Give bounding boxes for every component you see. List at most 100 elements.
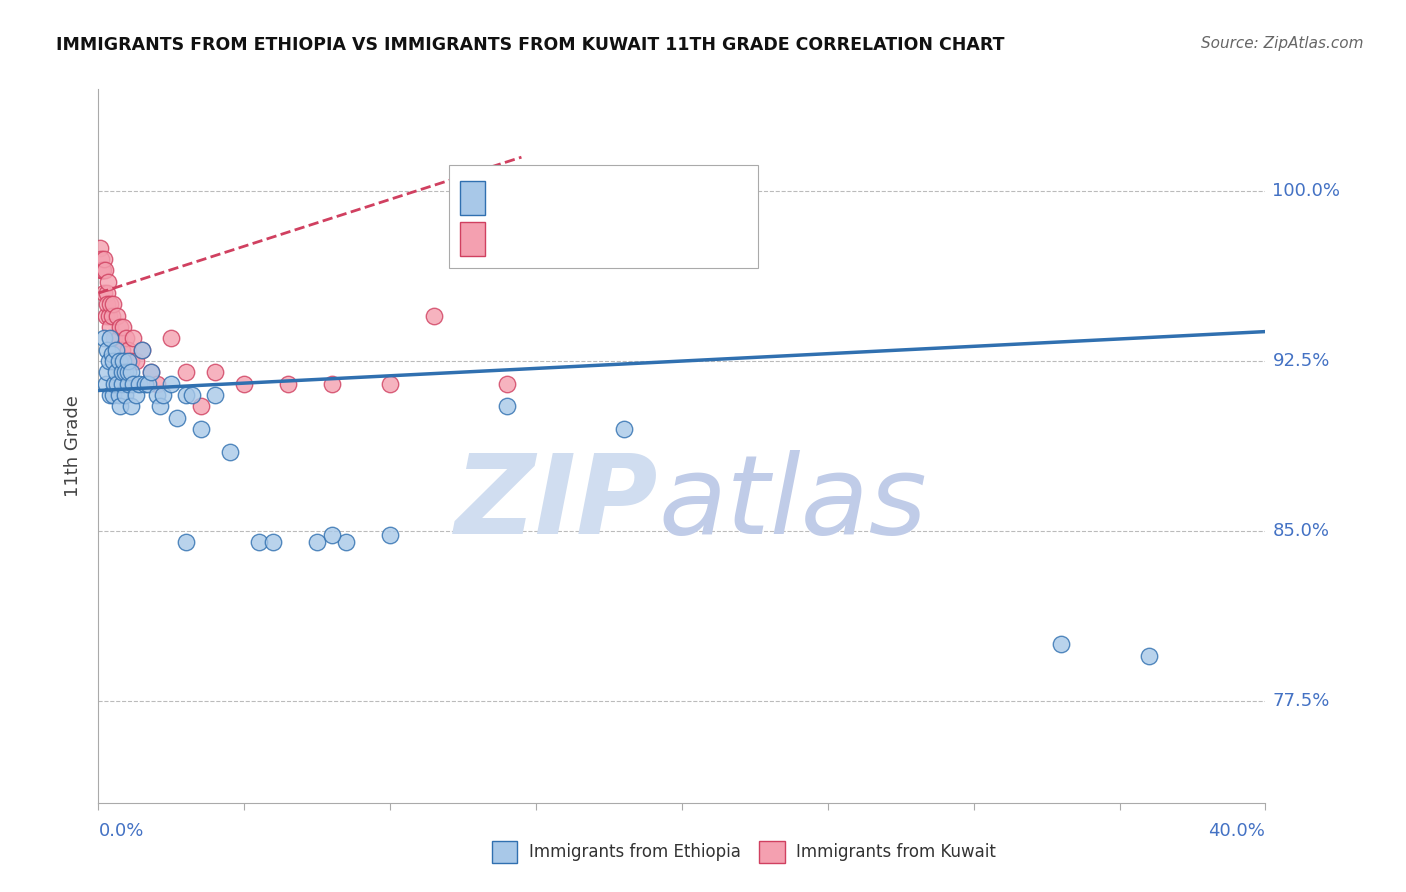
Text: 85.0%: 85.0%: [1272, 522, 1330, 540]
Point: [262, 535, 284, 549]
Point: [96, 343, 118, 357]
Point: [174, 535, 197, 549]
Point: [101, 388, 124, 402]
Point: [90, 252, 112, 266]
Point: [93, 331, 115, 345]
Point: [378, 376, 402, 391]
Point: [160, 376, 183, 391]
Point: [131, 343, 153, 357]
Point: [120, 400, 142, 414]
Point: [101, 354, 124, 368]
Point: [108, 354, 131, 368]
Point: [166, 410, 188, 425]
Point: [247, 535, 270, 549]
Point: [112, 320, 135, 334]
Point: [321, 528, 343, 542]
Point: [204, 388, 226, 402]
Point: [204, 365, 226, 379]
Text: 77.5%: 77.5%: [1272, 692, 1330, 710]
Point: [96, 365, 118, 379]
Point: [495, 376, 517, 391]
Point: [146, 376, 169, 391]
Point: [612, 422, 634, 436]
Point: [122, 331, 145, 345]
Text: R =: R =: [494, 229, 536, 248]
Point: [111, 376, 134, 391]
Point: [120, 365, 142, 379]
Text: 43: 43: [631, 229, 658, 248]
Point: [110, 320, 132, 334]
Point: [94, 263, 117, 277]
Point: [94, 309, 117, 323]
Point: [218, 444, 240, 458]
Point: [98, 388, 121, 402]
Point: [125, 354, 148, 368]
Point: [117, 365, 139, 379]
Text: Immigrants from Kuwait: Immigrants from Kuwait: [796, 843, 995, 861]
Point: [96, 297, 118, 311]
Text: R =: R =: [494, 188, 536, 207]
Point: [136, 376, 159, 391]
Point: [180, 388, 202, 402]
Point: [104, 343, 127, 357]
Point: [104, 365, 127, 379]
Point: [128, 376, 150, 391]
Point: [115, 331, 138, 345]
Point: [117, 354, 139, 368]
Point: [97, 309, 120, 323]
Point: [114, 388, 136, 402]
Text: ZIP: ZIP: [456, 450, 658, 557]
Point: [146, 388, 169, 402]
Text: 53: 53: [631, 188, 658, 207]
Text: Source: ZipAtlas.com: Source: ZipAtlas.com: [1201, 36, 1364, 51]
Text: 100.0%: 100.0%: [1272, 182, 1340, 200]
Text: IMMIGRANTS FROM ETHIOPIA VS IMMIGRANTS FROM KUWAIT 11TH GRADE CORRELATION CHART: IMMIGRANTS FROM ETHIOPIA VS IMMIGRANTS F…: [56, 36, 1005, 54]
Point: [104, 343, 127, 357]
Point: [134, 376, 156, 391]
Point: [108, 331, 131, 345]
Point: [139, 365, 162, 379]
Point: [423, 309, 446, 323]
Point: [98, 297, 121, 311]
Point: [98, 331, 121, 345]
Point: [110, 400, 132, 414]
Point: [93, 252, 115, 266]
Point: [103, 376, 125, 391]
Point: [152, 388, 174, 402]
Point: [100, 347, 122, 361]
Text: 40.0%: 40.0%: [1209, 822, 1265, 840]
Text: N =: N =: [586, 188, 643, 207]
Point: [114, 354, 136, 368]
Point: [105, 309, 128, 323]
Point: [101, 297, 124, 311]
Text: atlas: atlas: [658, 450, 927, 557]
Point: [149, 400, 172, 414]
Point: [100, 309, 122, 323]
Text: 0.233: 0.233: [533, 188, 595, 207]
Point: [91, 263, 114, 277]
Text: 92.5%: 92.5%: [1272, 352, 1330, 370]
Point: [277, 376, 299, 391]
Point: [93, 286, 115, 301]
Point: [125, 388, 148, 402]
Point: [554, 184, 576, 198]
Point: [90, 263, 112, 277]
Point: [174, 388, 197, 402]
Point: [233, 376, 256, 391]
Point: [98, 320, 121, 334]
Y-axis label: 11th Grade: 11th Grade: [65, 395, 83, 497]
Point: [112, 354, 135, 368]
Point: [90, 263, 112, 277]
Point: [174, 365, 197, 379]
Point: [1050, 637, 1073, 651]
Text: Immigrants from Ethiopia: Immigrants from Ethiopia: [529, 843, 741, 861]
Point: [117, 376, 139, 391]
Point: [190, 400, 212, 414]
Point: [321, 376, 343, 391]
Point: [122, 376, 145, 391]
Point: [108, 388, 131, 402]
Point: [114, 365, 136, 379]
Point: [495, 400, 517, 414]
Text: 0.211: 0.211: [533, 229, 602, 248]
Point: [94, 376, 117, 391]
